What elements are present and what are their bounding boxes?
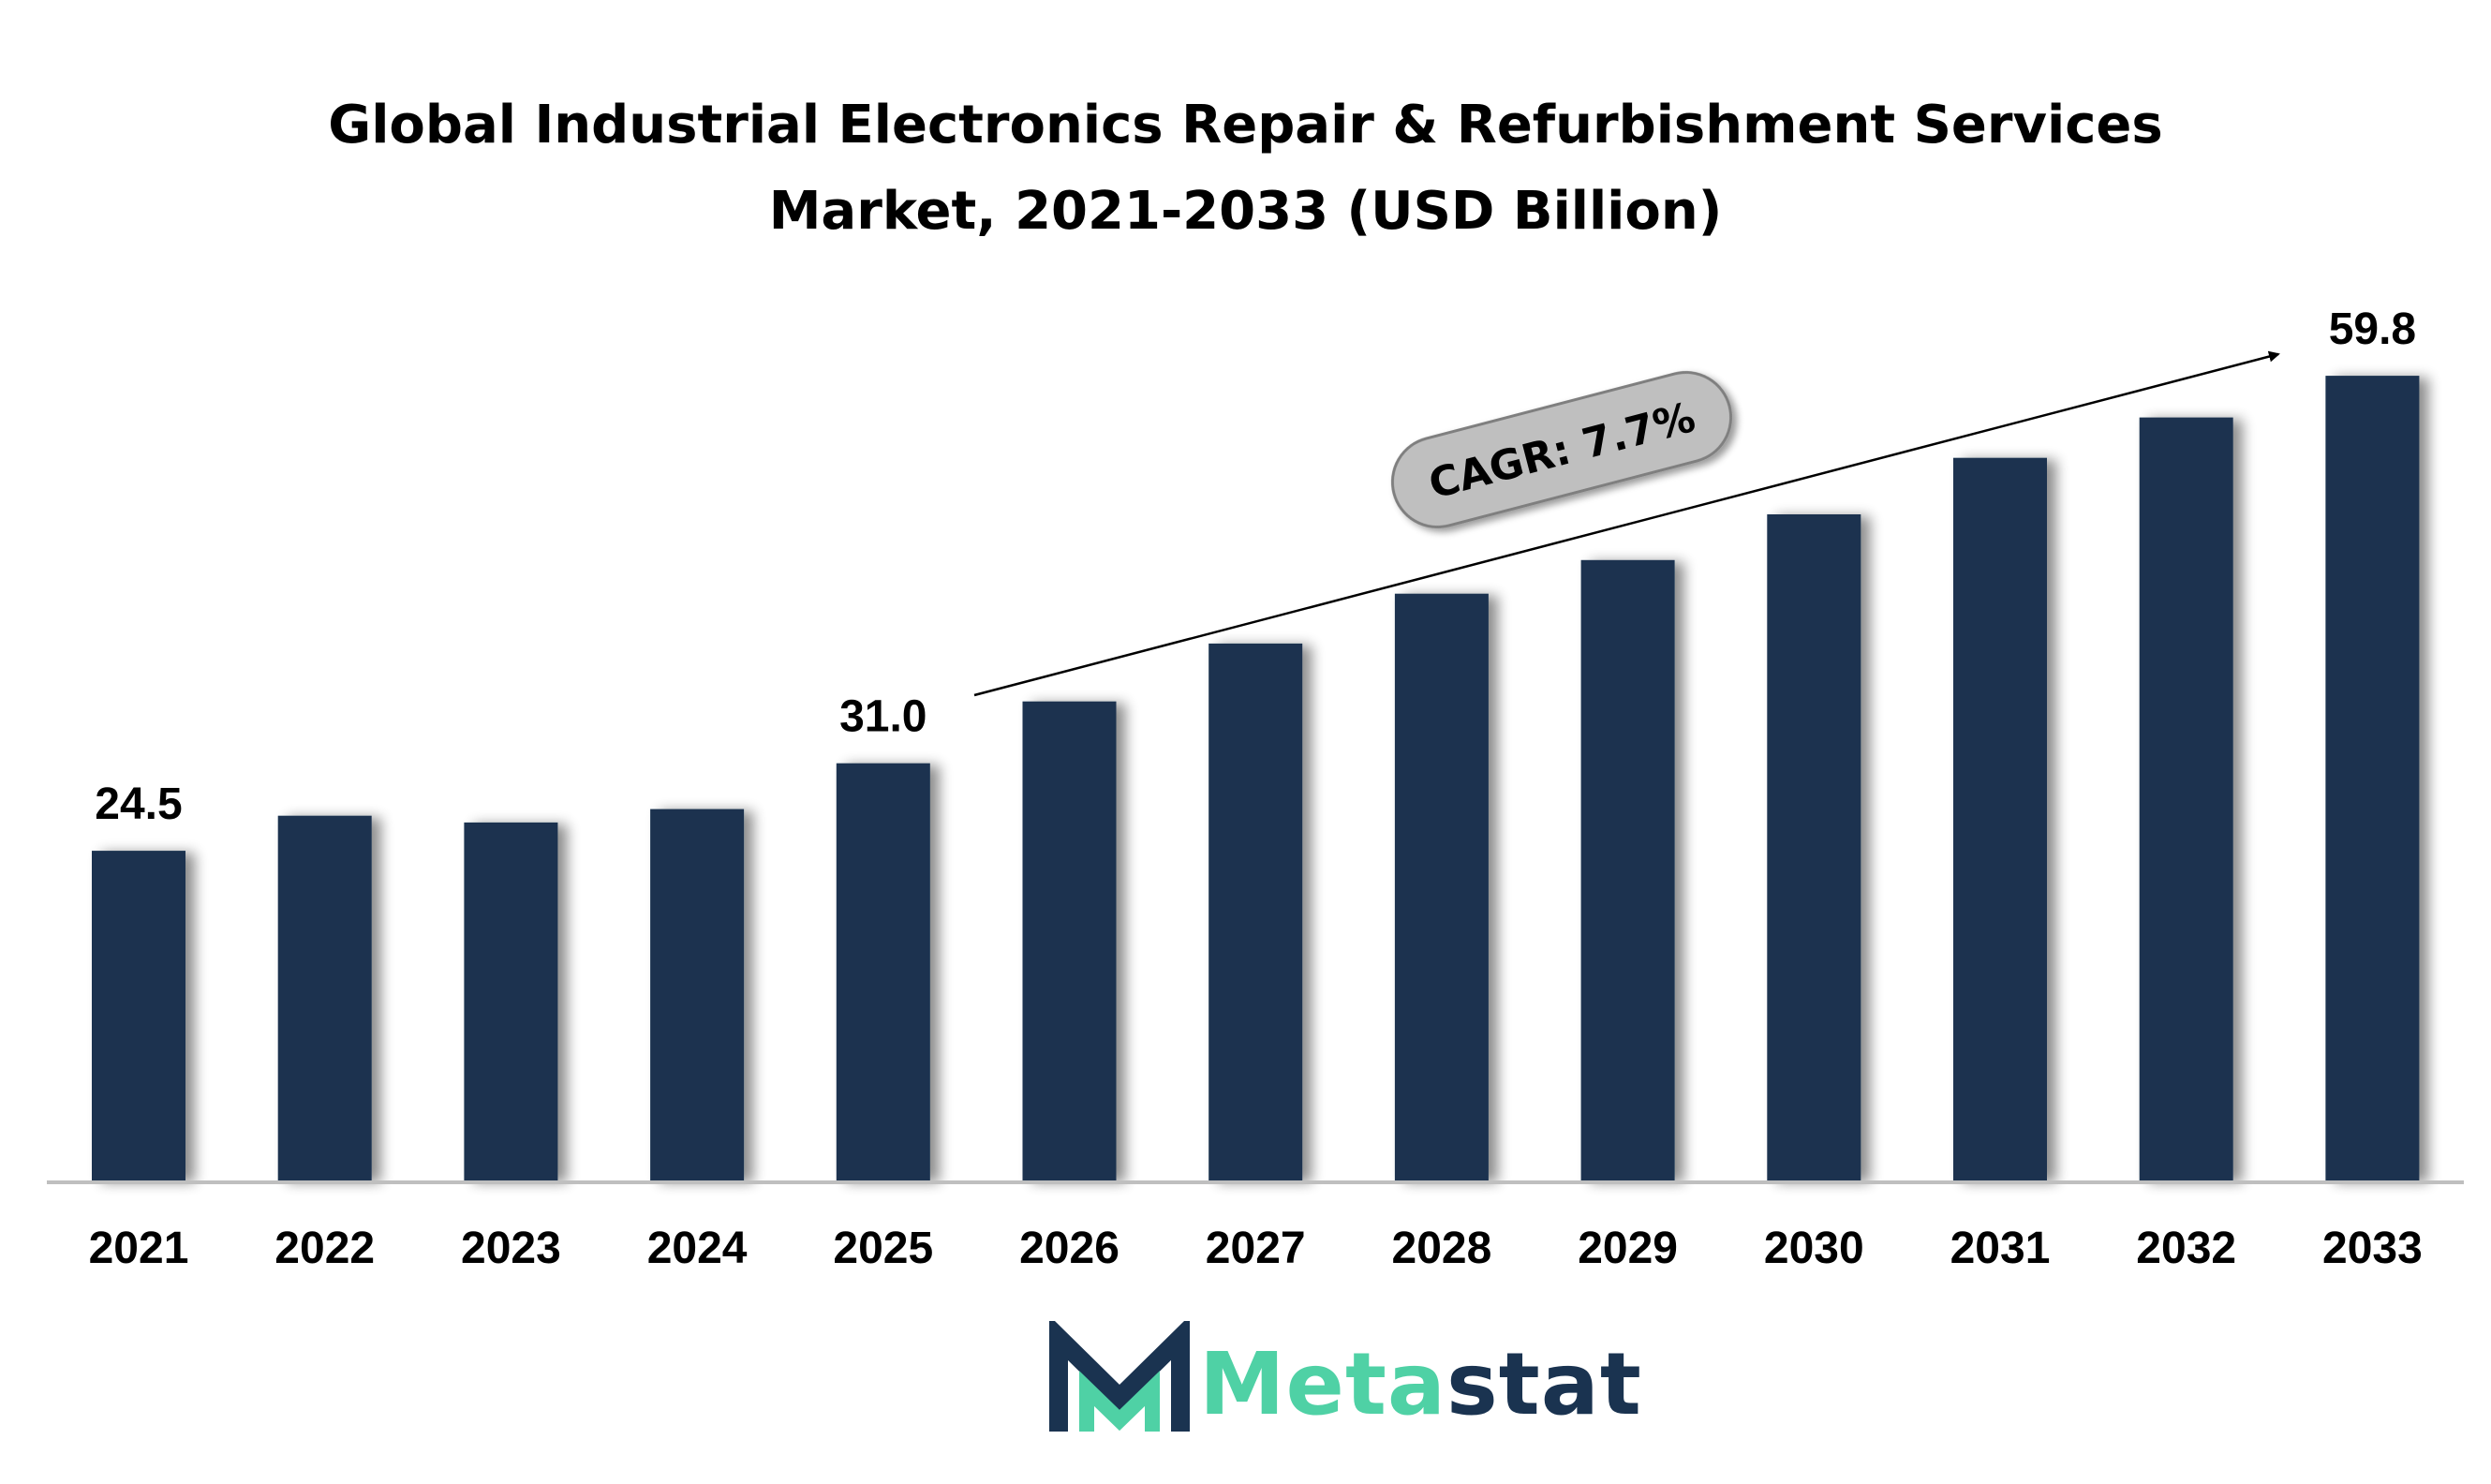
- data-label-2021: 24.5: [95, 779, 182, 829]
- x-tick-label-2027: 2027: [1206, 1224, 1306, 1273]
- x-tick-label-2029: 2029: [1578, 1224, 1678, 1273]
- bar-2032: [2139, 417, 2233, 1181]
- metastat-logo: Metastat: [1049, 1321, 1641, 1452]
- chart-title-line-1: Global Industrial Electronics Repair & R…: [328, 95, 2163, 156]
- x-tick-label-2021: 2021: [89, 1224, 189, 1273]
- x-tick-label-2024: 2024: [647, 1224, 748, 1273]
- bar-2026: [1022, 701, 1117, 1180]
- x-tick-label-2022: 2022: [274, 1224, 375, 1273]
- metastat-m-icon: [1049, 1321, 1190, 1432]
- bar-2033: [2325, 376, 2420, 1181]
- x-tick-label-2032: 2032: [2136, 1224, 2236, 1273]
- x-tick-label-2025: 2025: [833, 1224, 933, 1273]
- metastat-wordmark: Metastat: [1199, 1328, 1642, 1441]
- x-tick-label-2030: 2030: [1764, 1224, 1864, 1273]
- x-tick-label-2033: 2033: [2322, 1224, 2423, 1273]
- data-label-2025: 31.0: [839, 692, 927, 742]
- bar-2028: [1394, 593, 1489, 1180]
- cagr-badge: CAGR: 7.7%: [1390, 370, 1733, 529]
- logo-text-meta: Meta: [1199, 1334, 1447, 1434]
- bar-2029: [1580, 559, 1675, 1180]
- chart-title-line-2: Market, 2021-2033 (USD Billion): [768, 181, 1723, 242]
- cagr-badge-pill: [1390, 370, 1733, 529]
- bar-2024: [650, 809, 745, 1180]
- x-tick-label-2028: 2028: [1392, 1224, 1492, 1273]
- cagr-trend-arrow: [973, 350, 2280, 697]
- logo-text-stat: stat: [1446, 1334, 1642, 1434]
- x-tick-label-2023: 2023: [461, 1224, 561, 1273]
- bar-2031: [1953, 457, 2047, 1180]
- bar-2023: [464, 822, 558, 1180]
- bar-2022: [277, 815, 372, 1180]
- bars-layer: [92, 376, 2420, 1181]
- data-labels: 24.5 31.0 59.8: [95, 304, 2416, 829]
- bar-2025: [836, 763, 930, 1180]
- x-tick-labels: 2021 2022 2023 2024 2025 2026 2027 2028 2029 2030…: [89, 1224, 2423, 1273]
- x-tick-label-2031: 2031: [1950, 1224, 2051, 1273]
- bar-2021: [92, 851, 185, 1180]
- data-label-2033: 59.8: [2329, 304, 2416, 354]
- bar-2027: [1208, 643, 1303, 1180]
- x-tick-label-2026: 2026: [1019, 1224, 1119, 1273]
- bar-2030: [1767, 514, 1861, 1180]
- chart-title: Global Industrial Electronics Repair & R…: [0, 82, 2491, 255]
